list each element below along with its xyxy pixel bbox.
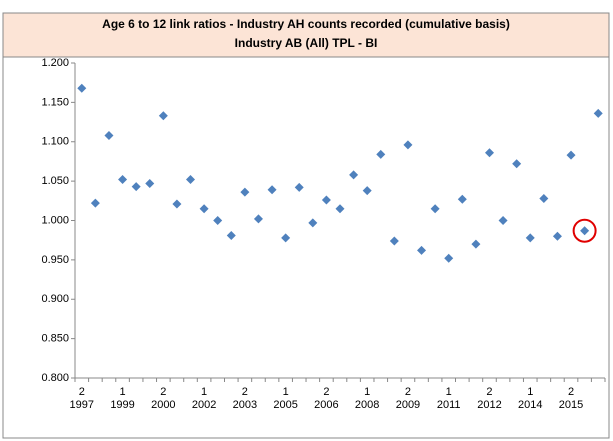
point xyxy=(430,204,440,214)
x-tick-label: 2 xyxy=(79,386,85,398)
point xyxy=(376,149,386,159)
point xyxy=(525,233,535,243)
point xyxy=(321,195,331,205)
chart-title: Age 6 to 12 link ratios - Industry AH co… xyxy=(102,17,510,31)
point xyxy=(566,150,576,160)
y-tick-label: 1.150 xyxy=(41,96,69,108)
x-tick-label: 2 xyxy=(323,386,329,398)
point xyxy=(457,194,467,204)
x-tick-year: 2009 xyxy=(396,399,420,411)
x-tick-label: 1 xyxy=(446,386,452,398)
point xyxy=(158,111,168,121)
x-tick-label: 1 xyxy=(201,386,207,398)
point xyxy=(580,226,590,236)
x-tick-year: 2003 xyxy=(233,399,257,411)
point xyxy=(403,140,413,150)
x-tick-label: 2 xyxy=(242,386,248,398)
x-tick-label: 1 xyxy=(283,386,289,398)
point xyxy=(335,204,345,214)
point xyxy=(77,83,87,93)
y-tick-label: 0.950 xyxy=(41,254,69,266)
x-tick-year: 2006 xyxy=(314,399,338,411)
highlight-circle xyxy=(572,218,597,243)
point xyxy=(552,231,562,241)
x-tick-year: 2002 xyxy=(192,399,216,411)
point xyxy=(199,204,209,214)
point xyxy=(362,186,372,196)
point xyxy=(593,108,603,118)
point xyxy=(104,130,114,140)
point xyxy=(145,178,155,188)
y-tick-label: 1.050 xyxy=(41,175,69,187)
point xyxy=(281,233,291,243)
point xyxy=(294,182,304,192)
point xyxy=(226,230,236,240)
point xyxy=(267,185,277,195)
point xyxy=(484,148,494,158)
x-tick-year: 2000 xyxy=(151,399,175,411)
x-tick-year: 2005 xyxy=(273,399,297,411)
y-tick-label: 1.200 xyxy=(41,57,69,69)
x-tick-label: 2 xyxy=(486,386,492,398)
point xyxy=(253,214,263,224)
x-tick-year: 2011 xyxy=(437,399,461,411)
x-tick-year: 2012 xyxy=(477,399,501,411)
point xyxy=(172,199,182,209)
x-tick-label: 2 xyxy=(405,386,411,398)
point xyxy=(389,236,399,246)
chart-frame xyxy=(2,12,610,439)
point xyxy=(539,193,549,203)
x-tick-label: 1 xyxy=(527,386,533,398)
y-tick-label: 0.850 xyxy=(41,333,69,345)
x-tick-year: 2008 xyxy=(355,399,379,411)
y-tick-label: 0.900 xyxy=(41,293,69,305)
y-tick-label: 1.000 xyxy=(41,214,69,226)
x-tick-year: 2014 xyxy=(518,399,542,411)
point xyxy=(498,216,508,225)
point xyxy=(349,170,359,180)
x-tick-label: 1 xyxy=(120,386,126,398)
point xyxy=(186,175,196,185)
chart-subtitle: Industry AB (All) TPL - BI xyxy=(235,36,378,50)
x-tick-label: 2 xyxy=(568,386,574,398)
y-tick-label: 1.100 xyxy=(41,136,69,148)
x-tick-year: 1999 xyxy=(110,399,134,411)
point xyxy=(90,198,100,208)
y-tick-label: 0.800 xyxy=(41,372,69,384)
x-tick-label: 1 xyxy=(364,386,370,398)
point xyxy=(131,182,141,192)
point xyxy=(240,187,250,197)
x-tick-year: 1997 xyxy=(70,399,94,411)
point xyxy=(213,216,223,225)
x-tick-label: 2 xyxy=(160,386,166,398)
point xyxy=(417,245,427,255)
point xyxy=(471,239,481,249)
title-box xyxy=(2,12,610,58)
point xyxy=(118,175,128,185)
point xyxy=(308,218,318,228)
x-tick-year: 2015 xyxy=(559,399,583,411)
point xyxy=(444,253,454,263)
point xyxy=(512,159,522,169)
